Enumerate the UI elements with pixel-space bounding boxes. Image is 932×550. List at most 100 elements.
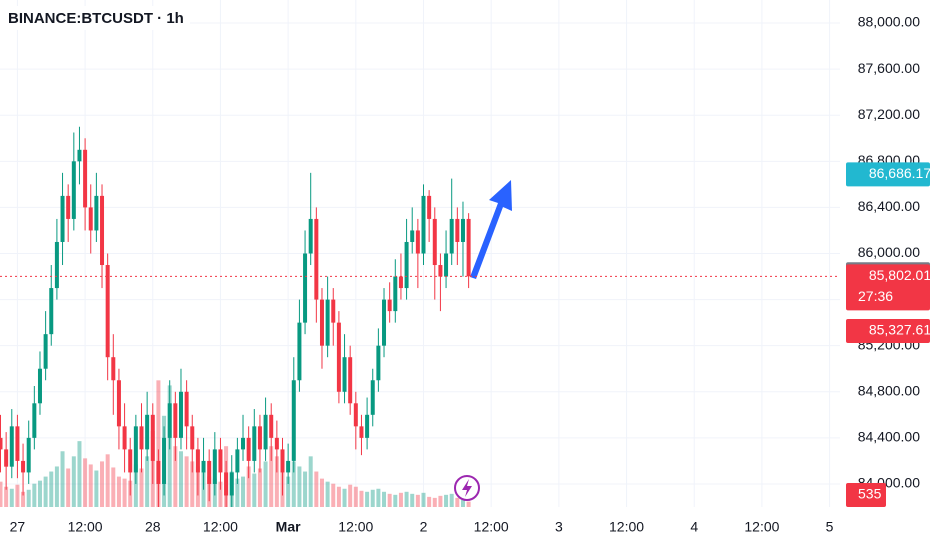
volume-bar xyxy=(297,466,302,507)
volume-bar xyxy=(218,481,223,507)
candle-body xyxy=(336,322,341,392)
volume-bar xyxy=(319,478,324,507)
candle-body xyxy=(280,449,285,473)
volume-bar xyxy=(43,476,48,507)
chart-title: BINANCE:BTCUSDT · 1h xyxy=(8,10,184,27)
price-marker xyxy=(846,162,930,187)
volume-bar xyxy=(145,456,150,507)
candle-body xyxy=(116,380,121,427)
candle-body xyxy=(212,449,217,484)
candle-body xyxy=(229,472,234,496)
candle-body xyxy=(32,403,37,438)
candle-body xyxy=(173,403,178,438)
x-tick-label: 12:00 xyxy=(338,519,373,535)
candles xyxy=(0,126,471,507)
candle-body xyxy=(466,218,471,277)
volume-bar xyxy=(4,486,9,507)
volume-bar xyxy=(156,380,161,507)
candle-body xyxy=(415,230,420,254)
candle-body xyxy=(257,426,262,450)
volume-bar xyxy=(286,476,291,507)
volume-bar xyxy=(88,464,93,507)
countdown-label: 27:36 xyxy=(858,288,893,304)
volume-bar xyxy=(9,488,14,507)
volume-bar xyxy=(415,494,420,507)
volume-bar xyxy=(241,476,246,507)
volume-bar xyxy=(263,461,268,507)
volume-bar xyxy=(376,488,381,507)
y-tick-label: 87,200.00 xyxy=(858,106,920,122)
candle-body xyxy=(353,403,358,427)
candle-body xyxy=(15,426,20,461)
candle-body xyxy=(184,391,189,427)
candle-body xyxy=(4,449,9,467)
volume-bar xyxy=(71,456,76,507)
volume-bar xyxy=(190,461,195,507)
volume-bar xyxy=(393,494,398,507)
candle-body xyxy=(303,253,308,323)
x-tick-label: 2 xyxy=(420,519,428,535)
candle-body xyxy=(218,449,223,473)
volume-bar xyxy=(359,490,364,507)
volume-bar xyxy=(54,466,59,507)
candle-body xyxy=(195,449,200,473)
candle-body xyxy=(382,299,387,346)
volume-bar xyxy=(308,456,313,507)
x-tick-label: 28 xyxy=(145,519,161,535)
price-marker-label: 85,327.61 xyxy=(869,322,931,338)
candle-body xyxy=(421,195,426,254)
candle-body xyxy=(319,299,324,346)
volume-bar xyxy=(173,446,178,507)
volume-bar xyxy=(331,483,336,507)
candle-body xyxy=(291,380,296,461)
volume-bar xyxy=(246,466,251,507)
volume-bar xyxy=(444,494,449,507)
candle-body xyxy=(235,449,240,473)
x-tick-label: 12:00 xyxy=(68,519,103,535)
candle-body xyxy=(105,265,110,358)
volume-bar xyxy=(21,491,26,507)
candle-body xyxy=(162,437,167,484)
volume-bar xyxy=(105,454,110,507)
volume-bar xyxy=(449,493,454,507)
candle-body xyxy=(365,414,370,438)
candle-body xyxy=(297,322,302,381)
candle-body xyxy=(207,460,212,484)
y-tick-label: 86,400.00 xyxy=(858,198,920,214)
candle-body xyxy=(111,357,116,381)
volume-bar xyxy=(404,491,409,507)
price-marker xyxy=(846,318,930,343)
candle-body xyxy=(314,218,319,300)
volume-bar xyxy=(83,458,88,507)
candle-body xyxy=(359,426,364,438)
volume-bar xyxy=(111,467,116,507)
candle-body xyxy=(308,218,313,254)
volume-bar xyxy=(94,470,99,507)
candle-body xyxy=(449,218,454,254)
candle-body xyxy=(178,391,183,438)
y-tick-label: 87,600.00 xyxy=(858,60,920,76)
annotation-arrow xyxy=(470,180,512,279)
candle-body xyxy=(201,460,206,473)
price-marker-label: 85,802.01 xyxy=(869,267,931,283)
candle-body xyxy=(88,207,93,231)
candle-body xyxy=(190,426,195,450)
volume-bar xyxy=(398,492,403,507)
y-tick-label: 88,000.00 xyxy=(858,14,920,30)
volume-bar xyxy=(314,471,319,507)
candle-body xyxy=(128,449,133,473)
volume-bar xyxy=(252,473,257,507)
candle-body xyxy=(0,437,3,450)
candle-body xyxy=(156,460,161,484)
volume-bar xyxy=(438,495,443,507)
volume-bar xyxy=(410,493,415,507)
x-tick-label: 12:00 xyxy=(744,519,779,535)
x-tick-label: 27 xyxy=(10,519,26,535)
candle-body xyxy=(331,299,336,323)
volume-bar xyxy=(348,484,353,507)
volume-bar xyxy=(32,483,37,507)
candle-body xyxy=(77,149,82,162)
volume-bar xyxy=(387,493,392,507)
volume-bar xyxy=(466,501,471,507)
